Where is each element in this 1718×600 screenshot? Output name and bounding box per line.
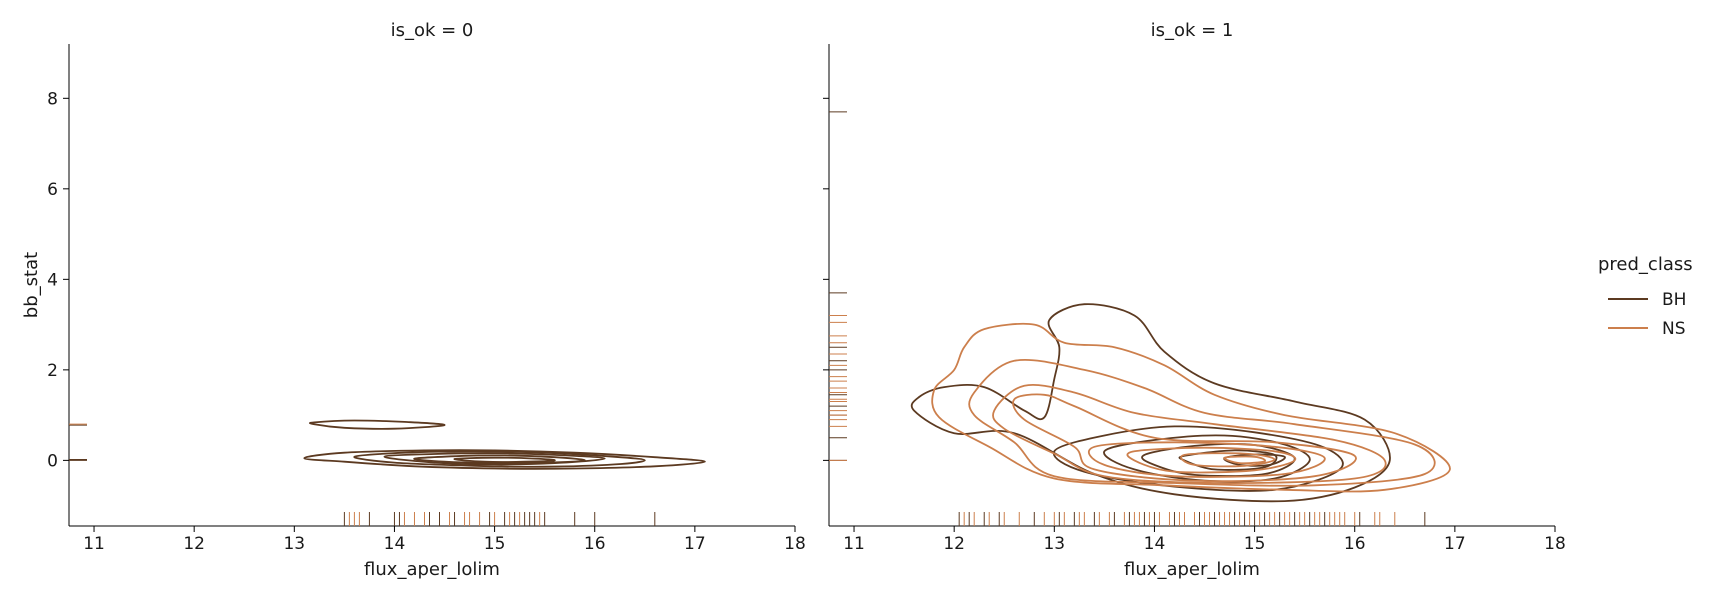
x-tick-label: 11 xyxy=(83,534,105,554)
kde-contour-ns xyxy=(1180,452,1276,468)
x-tick-label: 13 xyxy=(1043,534,1065,554)
x-axis-title: flux_aper_lolim xyxy=(1124,559,1260,580)
x-axis-title: flux_aper_lolim xyxy=(364,559,500,580)
kde-contour-bh xyxy=(303,449,706,470)
x-tick-label: 15 xyxy=(1244,534,1266,554)
series-ns xyxy=(69,423,541,526)
legend-label-ns: NS xyxy=(1662,319,1686,339)
x-tick-label: 17 xyxy=(1444,534,1466,554)
x-tick-label: 12 xyxy=(183,534,205,554)
legend: pred_class BH NS xyxy=(1598,254,1693,339)
facet-panels: is_ok = 0 11 12 13 14 15 16 17 18 0 2 4 6 8 flux_aper_… xyxy=(21,20,1566,580)
kde-contour-bh xyxy=(383,452,606,466)
kde-contour-bh xyxy=(1052,425,1344,492)
x-tick-label: 18 xyxy=(784,534,806,554)
legend-label-bh: BH xyxy=(1662,290,1686,310)
kde-contour-ns xyxy=(931,322,1451,493)
x-tick-label: 17 xyxy=(684,534,706,554)
facet-panel-0: is_ok = 0 11 12 13 14 15 16 17 18 0 2 4 6 8 flux_aper_… xyxy=(21,20,806,580)
kde-contour-ns xyxy=(1126,446,1297,474)
series-bh xyxy=(69,419,706,526)
kde-contour-ns xyxy=(968,358,1436,487)
series-ns xyxy=(829,315,1451,526)
x-tick-label: 14 xyxy=(1144,534,1166,554)
panel-title: is_ok = 0 xyxy=(391,20,474,41)
legend-entry-bh: BH xyxy=(1608,290,1686,310)
kde-contour-bh xyxy=(1141,443,1296,477)
kde-contour-ns xyxy=(992,383,1387,484)
x-tick-label: 14 xyxy=(384,534,406,554)
kde-contour-bh xyxy=(413,454,586,465)
x-tick-label: 12 xyxy=(943,534,965,554)
legend-title: pred_class xyxy=(1598,254,1693,275)
panel-title: is_ok = 1 xyxy=(1151,20,1234,41)
y-axis-title: bb_stat xyxy=(21,252,42,318)
kde-contour-ns xyxy=(1223,455,1267,465)
x-tick-label: 18 xyxy=(1544,534,1566,554)
legend-entry-ns: NS xyxy=(1608,319,1686,339)
kde-contour-ns xyxy=(1087,441,1326,478)
y-tick-label: 0 xyxy=(47,451,58,471)
x-tick-label: 16 xyxy=(584,534,606,554)
facet-panel-1: is_ok = 1 11 12 13 14 15 16 17 18 flux_aper_lolim xyxy=(823,20,1566,580)
x-tick-label: 16 xyxy=(1344,534,1366,554)
x-tick-label: 11 xyxy=(843,534,865,554)
kde-contour-ns xyxy=(1012,393,1357,482)
kde-contour-bh xyxy=(309,419,446,430)
y-tick-label: 8 xyxy=(47,89,58,109)
x-tick-label: 13 xyxy=(283,534,305,554)
y-tick-label: 6 xyxy=(47,180,58,200)
kde-contour-bh xyxy=(353,450,646,468)
x-tick-label: 15 xyxy=(484,534,506,554)
y-tick-label: 4 xyxy=(47,270,58,290)
kde-contour-bh xyxy=(453,456,556,463)
y-tick-label: 2 xyxy=(47,361,58,381)
